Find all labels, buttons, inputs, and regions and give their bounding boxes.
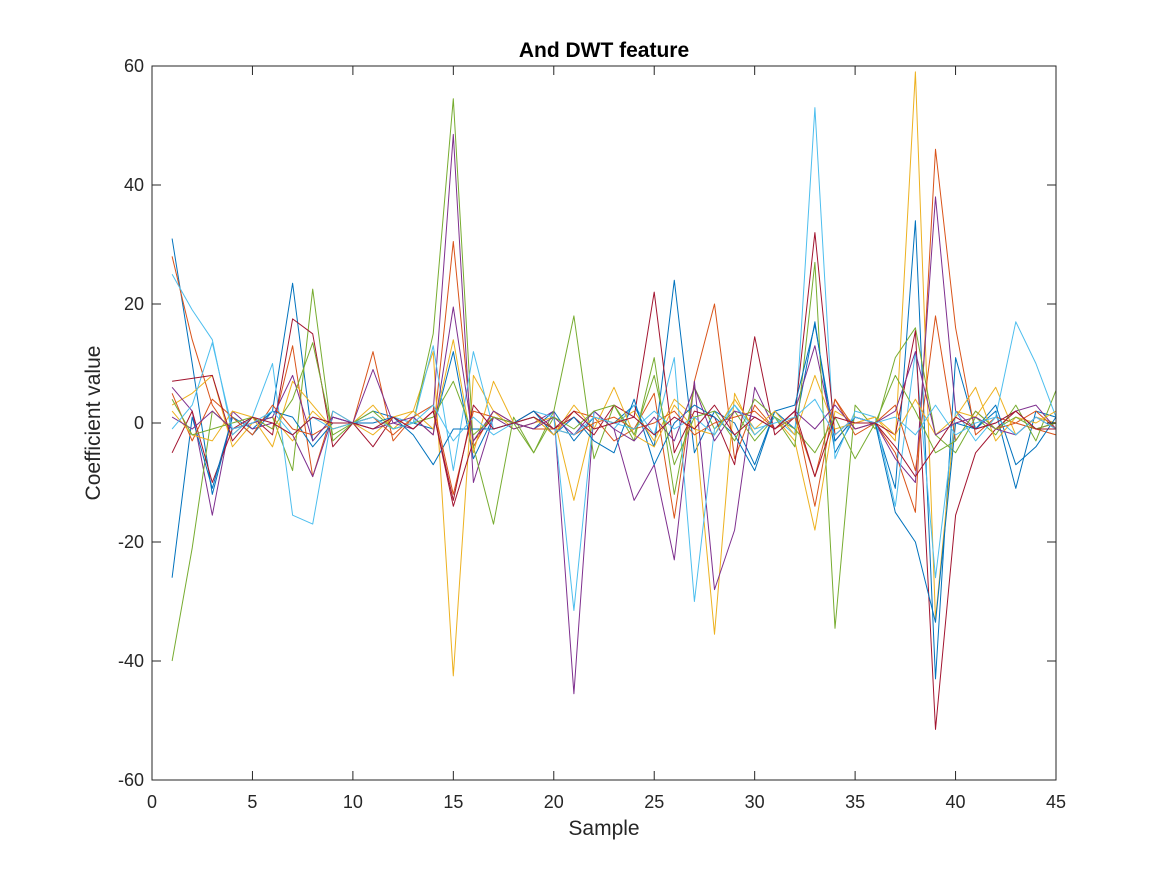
tick-layer: 0 5 10 15 20 25 30 35 40 45 -60 -40 -20 0 20 40 60 [118, 56, 1066, 812]
series-line-2 [171, 148, 1057, 519]
y-tick-label: -20 [118, 532, 144, 552]
series-layer [171, 71, 1057, 730]
x-tick-label: 35 [845, 792, 865, 812]
series-line-12 [171, 342, 1057, 466]
chart-title: And DWT feature [519, 39, 689, 62]
y-tick-label: 0 [134, 413, 144, 433]
y-tick-label: 40 [124, 175, 144, 195]
x-tick-label: 45 [1046, 792, 1066, 812]
x-axis-label: Sample [568, 817, 639, 840]
y-tick-label: 60 [124, 56, 144, 76]
series-line-9 [171, 315, 1057, 495]
x-tick-label: 5 [247, 792, 257, 812]
y-tick-label: 20 [124, 294, 144, 314]
series-line-7 [171, 232, 1057, 730]
x-tick-label: 10 [343, 792, 363, 812]
x-tick-label: 30 [745, 792, 765, 812]
series-line-11 [171, 306, 1057, 442]
x-tick-label: 0 [147, 792, 157, 812]
x-tick-label: 20 [544, 792, 564, 812]
y-tick-label: -60 [118, 770, 144, 790]
y-tick-label: -40 [118, 651, 144, 671]
x-tick-label: 15 [443, 792, 463, 812]
x-tick-label: 40 [946, 792, 966, 812]
y-axis-label: Coefficient value [82, 346, 105, 501]
series-line-10 [171, 339, 1057, 454]
x-tick-label: 25 [644, 792, 664, 812]
series-line-14 [172, 374, 1056, 501]
series-line-8 [171, 324, 1057, 623]
